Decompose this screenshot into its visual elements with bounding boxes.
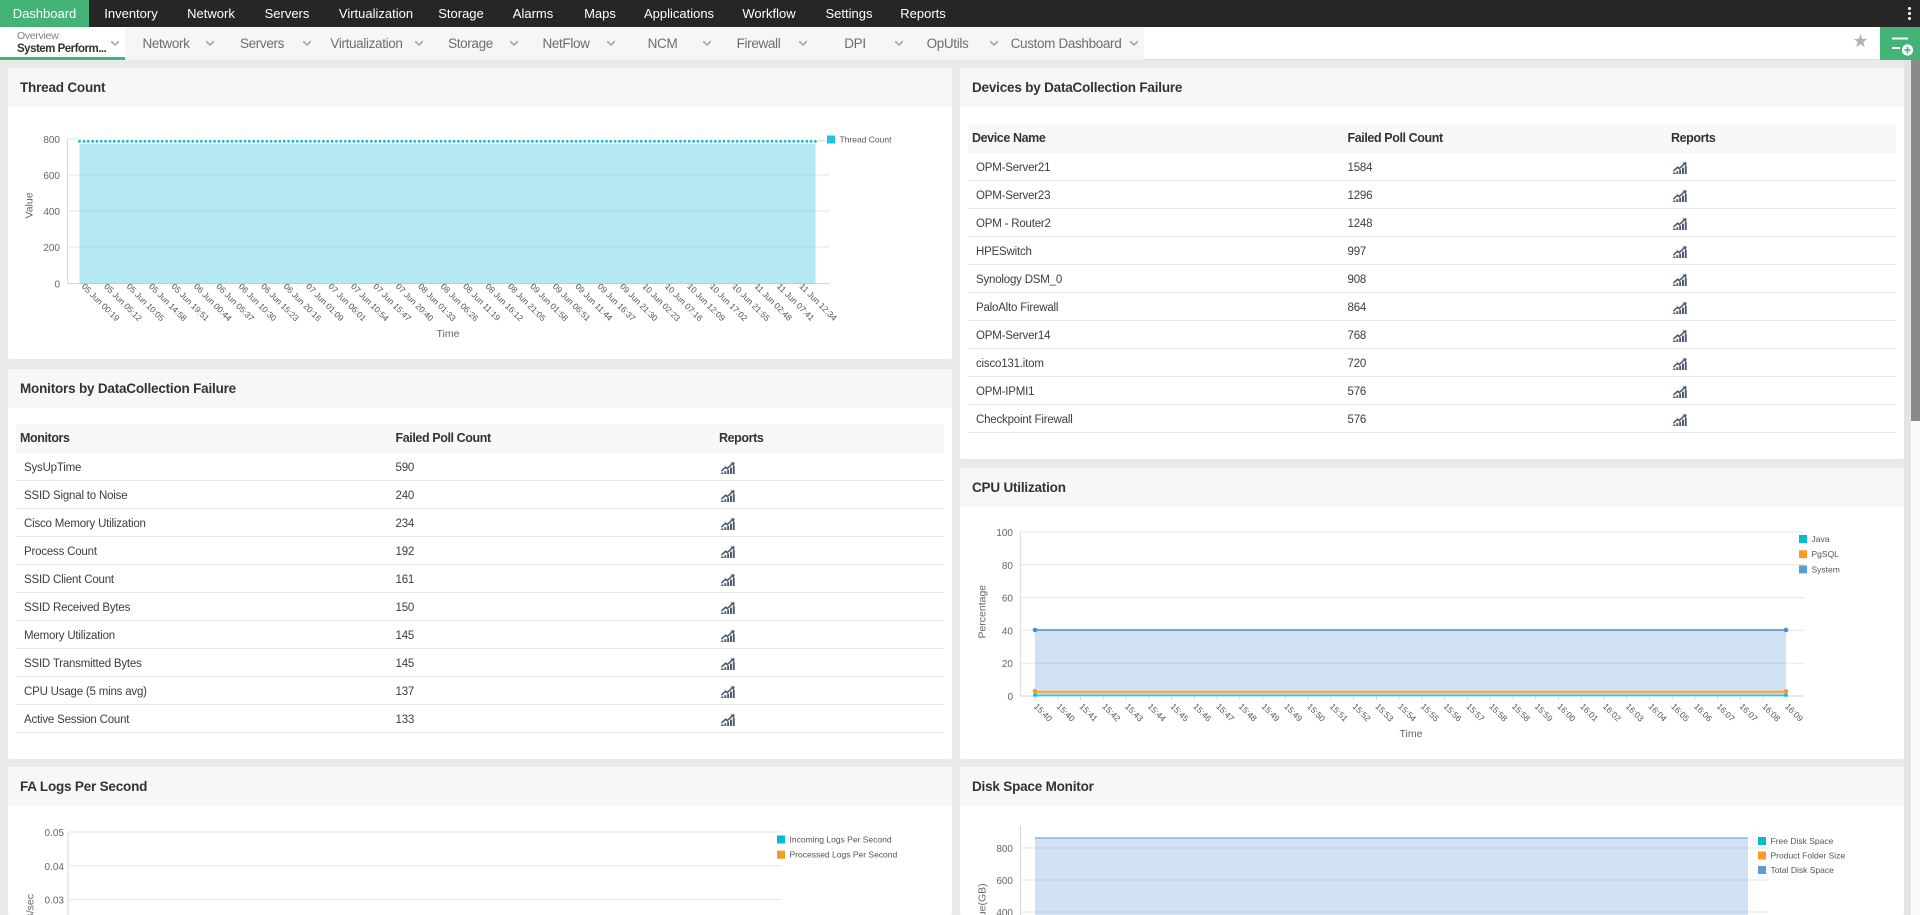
svg-text:40: 40 [1002,626,1014,637]
svg-text:0.05: 0.05 [45,828,65,839]
svg-text:60: 60 [1002,594,1014,605]
svg-text:16:04: 16:04 [1647,701,1669,723]
svg-text:0: 0 [1007,692,1013,703]
svg-text:15:45: 15:45 [1169,701,1191,723]
svg-text:Value: Value [24,192,36,218]
svg-text:15:41: 15:41 [1078,701,1100,723]
svg-text:800: 800 [996,844,1013,855]
svg-text:15:43: 15:43 [1123,701,1145,723]
svg-text:15:42: 15:42 [1100,701,1122,723]
svg-text:15:59: 15:59 [1533,701,1555,723]
svg-text:Incoming Logs Per Second: Incoming Logs Per Second [790,835,892,845]
svg-text:PgSQL: PgSQL [1812,549,1840,559]
svg-text:16:07: 16:07 [1738,701,1760,723]
svg-text:15:48: 15:48 [1237,701,1259,723]
svg-text:800: 800 [43,135,60,146]
svg-text:Free Disk Space: Free Disk Space [1771,836,1834,846]
svg-text:15:58: 15:58 [1487,701,1509,723]
svg-text:16:08: 16:08 [1760,701,1782,723]
svg-text:16:02: 16:02 [1601,701,1623,723]
svg-text:200: 200 [43,243,60,254]
svg-text:15:46: 15:46 [1191,701,1213,723]
svg-text:0.03: 0.03 [45,896,65,907]
svg-text:15:52: 15:52 [1351,701,1373,723]
svg-text:Product Folder Size: Product Folder Size [1771,851,1846,861]
svg-text:Percentage: Percentage [977,585,989,639]
svg-text:Processed Logs Per Second: Processed Logs Per Second [790,850,898,860]
svg-text:Logs/sec: Logs/sec [25,894,37,915]
svg-text:System: System [1812,564,1840,574]
svg-text:15:53: 15:53 [1373,701,1395,723]
svg-text:15:50: 15:50 [1305,701,1327,723]
svg-text:600: 600 [43,171,60,182]
svg-text:15:56: 15:56 [1442,701,1464,723]
svg-text:16:09: 16:09 [1783,701,1805,723]
svg-text:Time: Time [1400,728,1423,740]
svg-text:16:07: 16:07 [1715,701,1737,723]
svg-text:20: 20 [1002,659,1014,670]
svg-text:15:49: 15:49 [1260,701,1282,723]
svg-text:16:03: 16:03 [1624,701,1646,723]
svg-text:100: 100 [996,528,1013,539]
svg-text:15:47: 15:47 [1214,701,1236,723]
svg-text:0.04: 0.04 [45,862,65,873]
svg-text:Java: Java [1812,534,1830,544]
svg-text:15:44: 15:44 [1146,701,1168,723]
svg-text:16:06: 16:06 [1692,701,1714,723]
svg-text:15:49: 15:49 [1282,701,1304,723]
svg-text:16:01: 16:01 [1578,701,1600,723]
svg-text:15:57: 15:57 [1464,701,1486,723]
svg-text:16:00: 16:00 [1555,701,1577,723]
svg-text:15:40: 15:40 [1032,701,1054,723]
svg-text:80: 80 [1002,561,1014,572]
svg-text:0: 0 [54,280,60,291]
svg-text:15:55: 15:55 [1419,701,1441,723]
svg-text:Thread Count: Thread Count [840,135,893,145]
svg-text:15:51: 15:51 [1328,701,1350,723]
svg-text:600: 600 [996,876,1013,887]
svg-text:15:40: 15:40 [1055,701,1077,723]
svg-text:15:54: 15:54 [1396,701,1418,723]
svg-text:Total Disk Space: Total Disk Space [1771,865,1835,875]
svg-text:15:58: 15:58 [1510,701,1532,723]
svg-text:400: 400 [43,207,60,218]
svg-text:16:05: 16:05 [1669,701,1691,723]
svg-text:400: 400 [996,908,1013,915]
svg-text:Value(GB): Value(GB) [977,883,989,915]
svg-text:Time: Time [437,328,460,340]
